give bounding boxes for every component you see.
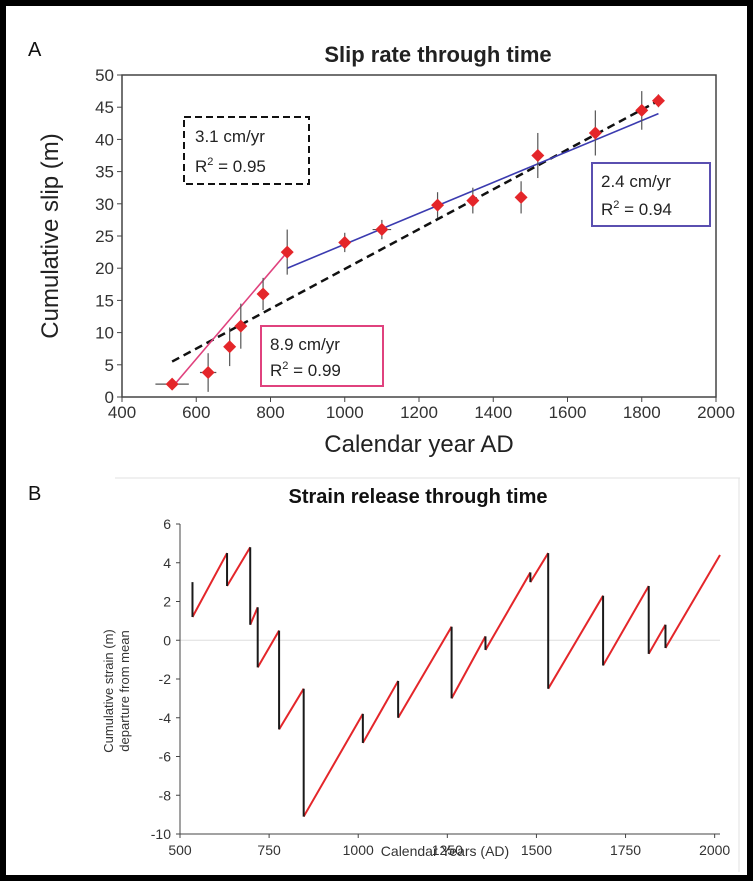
chart-a-y-tick-label: 25 (95, 227, 114, 246)
data-point (651, 94, 665, 108)
chart-a-x-tick-label: 400 (108, 403, 136, 422)
chart-a-y-tick-label: 15 (95, 291, 114, 310)
strain-accumulation-segment (602, 585, 650, 666)
annotation-early-r2: R2 = 0.99 (270, 360, 341, 380)
data-point (431, 198, 445, 212)
chart-a-x-tick-label: 1800 (623, 403, 661, 422)
chart-b-y-tick-label: -6 (159, 749, 172, 765)
chart-b-y-axis: 6 4 2 0 -2 -4 -6 -8 -10 (151, 516, 180, 842)
slip-rate-chart: Slip rate through time 0 5 10 15 20 25 30 35 40 4… (37, 42, 735, 458)
chart-b-y-tick-label: 6 (163, 516, 171, 532)
chart-b-x-tick-label: 1000 (343, 842, 374, 858)
annotation-overall-r2: R2 = 0.95 (195, 156, 266, 176)
fit-line-early (171, 251, 288, 388)
data-point (256, 287, 270, 301)
chart-b-y-tick-label: -4 (159, 710, 172, 726)
data-point (466, 194, 480, 208)
chart-a-y-axis: 0 5 10 15 20 25 30 35 40 45 50 (95, 66, 122, 407)
chart-a-y-label: Cumulative slip (m) (37, 133, 64, 338)
strain-accumulation-segment (647, 624, 667, 655)
annotation-early-rate: 8.9 cm/yr R2 = 0.99 (260, 325, 384, 387)
data-point (635, 103, 649, 117)
chart-b-x-tick-label: 1750 (610, 842, 641, 858)
chart-a-points (165, 94, 665, 391)
data-point (531, 149, 545, 162)
fit-line-overall (171, 99, 660, 363)
strain-accumulation-segment (302, 713, 364, 818)
chart-b-axes (179, 524, 720, 835)
strain-accumulation-segment (191, 552, 228, 618)
strain-accumulation-segment (529, 552, 550, 583)
annotation-late-rate-value: 2.4 cm/yr (601, 172, 671, 191)
chart-b-y-tick-label: -8 (159, 787, 172, 803)
annotation-late-rate: 2.4 cm/yr R2 = 0.94 (591, 162, 711, 227)
chart-b-y-label-line2: departure from mean (117, 630, 132, 751)
chart-a-y-tick-label: 30 (95, 195, 114, 214)
annotation-early-rate-value: 8.9 cm/yr (270, 335, 340, 354)
chart-a-x-tick-label: 1400 (474, 403, 512, 422)
chart-b-x-tick-label: 750 (257, 842, 281, 858)
chart-a-y-tick-label: 45 (95, 98, 114, 117)
chart-a-y-tick-label: 50 (95, 66, 114, 85)
chart-a-x-label: Calendar year AD (324, 431, 513, 458)
strain-accumulation-segment (249, 606, 259, 626)
chart-b-x-tick-label: 500 (168, 842, 192, 858)
annotation-late-r2: R2 = 0.94 (601, 199, 672, 219)
chart-a-x-tick-label: 1200 (400, 403, 438, 422)
chart-a-title: Slip rate through time (324, 42, 551, 67)
chart-a-y-tick-label: 35 (95, 163, 114, 182)
strain-accumulation-segment (450, 635, 487, 699)
chart-a-y-tick-label: 40 (95, 130, 114, 149)
chart-b-series (191, 546, 721, 818)
data-point (223, 340, 237, 354)
chart-b-x-tick-label: 1500 (521, 842, 552, 858)
strain-accumulation-segment (361, 680, 400, 744)
strain-accumulation-segment (397, 626, 453, 719)
strain-accumulation-segment (226, 546, 252, 587)
chart-b-x-label: Calendar Years (AD) (381, 843, 509, 859)
chart-b-y-tick-label: 4 (163, 555, 171, 571)
strain-accumulation-segment (256, 630, 280, 668)
strain-accumulation-segment (547, 595, 604, 690)
data-point (165, 377, 179, 391)
chart-a-x-tick-label: 2000 (697, 403, 735, 422)
chart-a-y-tick-label: 0 (105, 388, 114, 407)
strain-accumulation-segment (484, 571, 532, 651)
chart-a-y-tick-label: 10 (95, 324, 114, 343)
chart-b-title: Strain release through time (289, 486, 548, 508)
chart-b-x-axis: 500 750 1000 1250 1500 1750 2000 (168, 834, 730, 858)
chart-a-x-axis: 400 600 800 1000 1200 1400 1600 1800 2000 (108, 397, 735, 422)
chart-a-y-tick-label: 5 (105, 356, 114, 375)
chart-a-y-tick-label: 20 (95, 259, 114, 278)
strain-accumulation-segment (278, 688, 305, 730)
data-point (201, 366, 215, 380)
chart-b-y-tick-label: 2 (163, 594, 171, 610)
chart-b-x-tick-label: 2000 (699, 842, 730, 858)
data-point (338, 235, 352, 249)
chart-b-x-tick-label: 1250 (432, 842, 463, 858)
chart-a-x-tick-label: 600 (182, 403, 210, 422)
data-point (514, 190, 528, 204)
chart-a-x-tick-label: 1000 (326, 403, 364, 422)
data-point (280, 245, 294, 259)
chart-b-y-tick-label: -10 (151, 826, 171, 842)
data-point (234, 319, 248, 333)
strain-release-chart: Strain release through time 6 4 2 0 -2 -4 -6 -8… (101, 477, 740, 872)
chart-b-y-label: Cumulative strain (m) departure from mea… (101, 629, 132, 753)
chart-b-y-tick-label: 0 (163, 632, 171, 648)
panel-a-label: A (28, 39, 42, 61)
annotation-overall-rate: 3.1 cm/yr R2 = 0.95 (183, 116, 310, 185)
panel-b-label: B (28, 483, 41, 505)
data-point (375, 223, 389, 237)
chart-b-y-tick-label: -2 (159, 671, 172, 687)
chart-a-x-tick-label: 800 (256, 403, 284, 422)
chart-a-x-tick-label: 1600 (549, 403, 587, 422)
chart-b-y-label-line1: Cumulative strain (m) (101, 629, 116, 753)
strain-accumulation-segment (664, 554, 721, 649)
data-point (588, 126, 602, 140)
annotation-overall-rate-value: 3.1 cm/yr (195, 127, 265, 146)
